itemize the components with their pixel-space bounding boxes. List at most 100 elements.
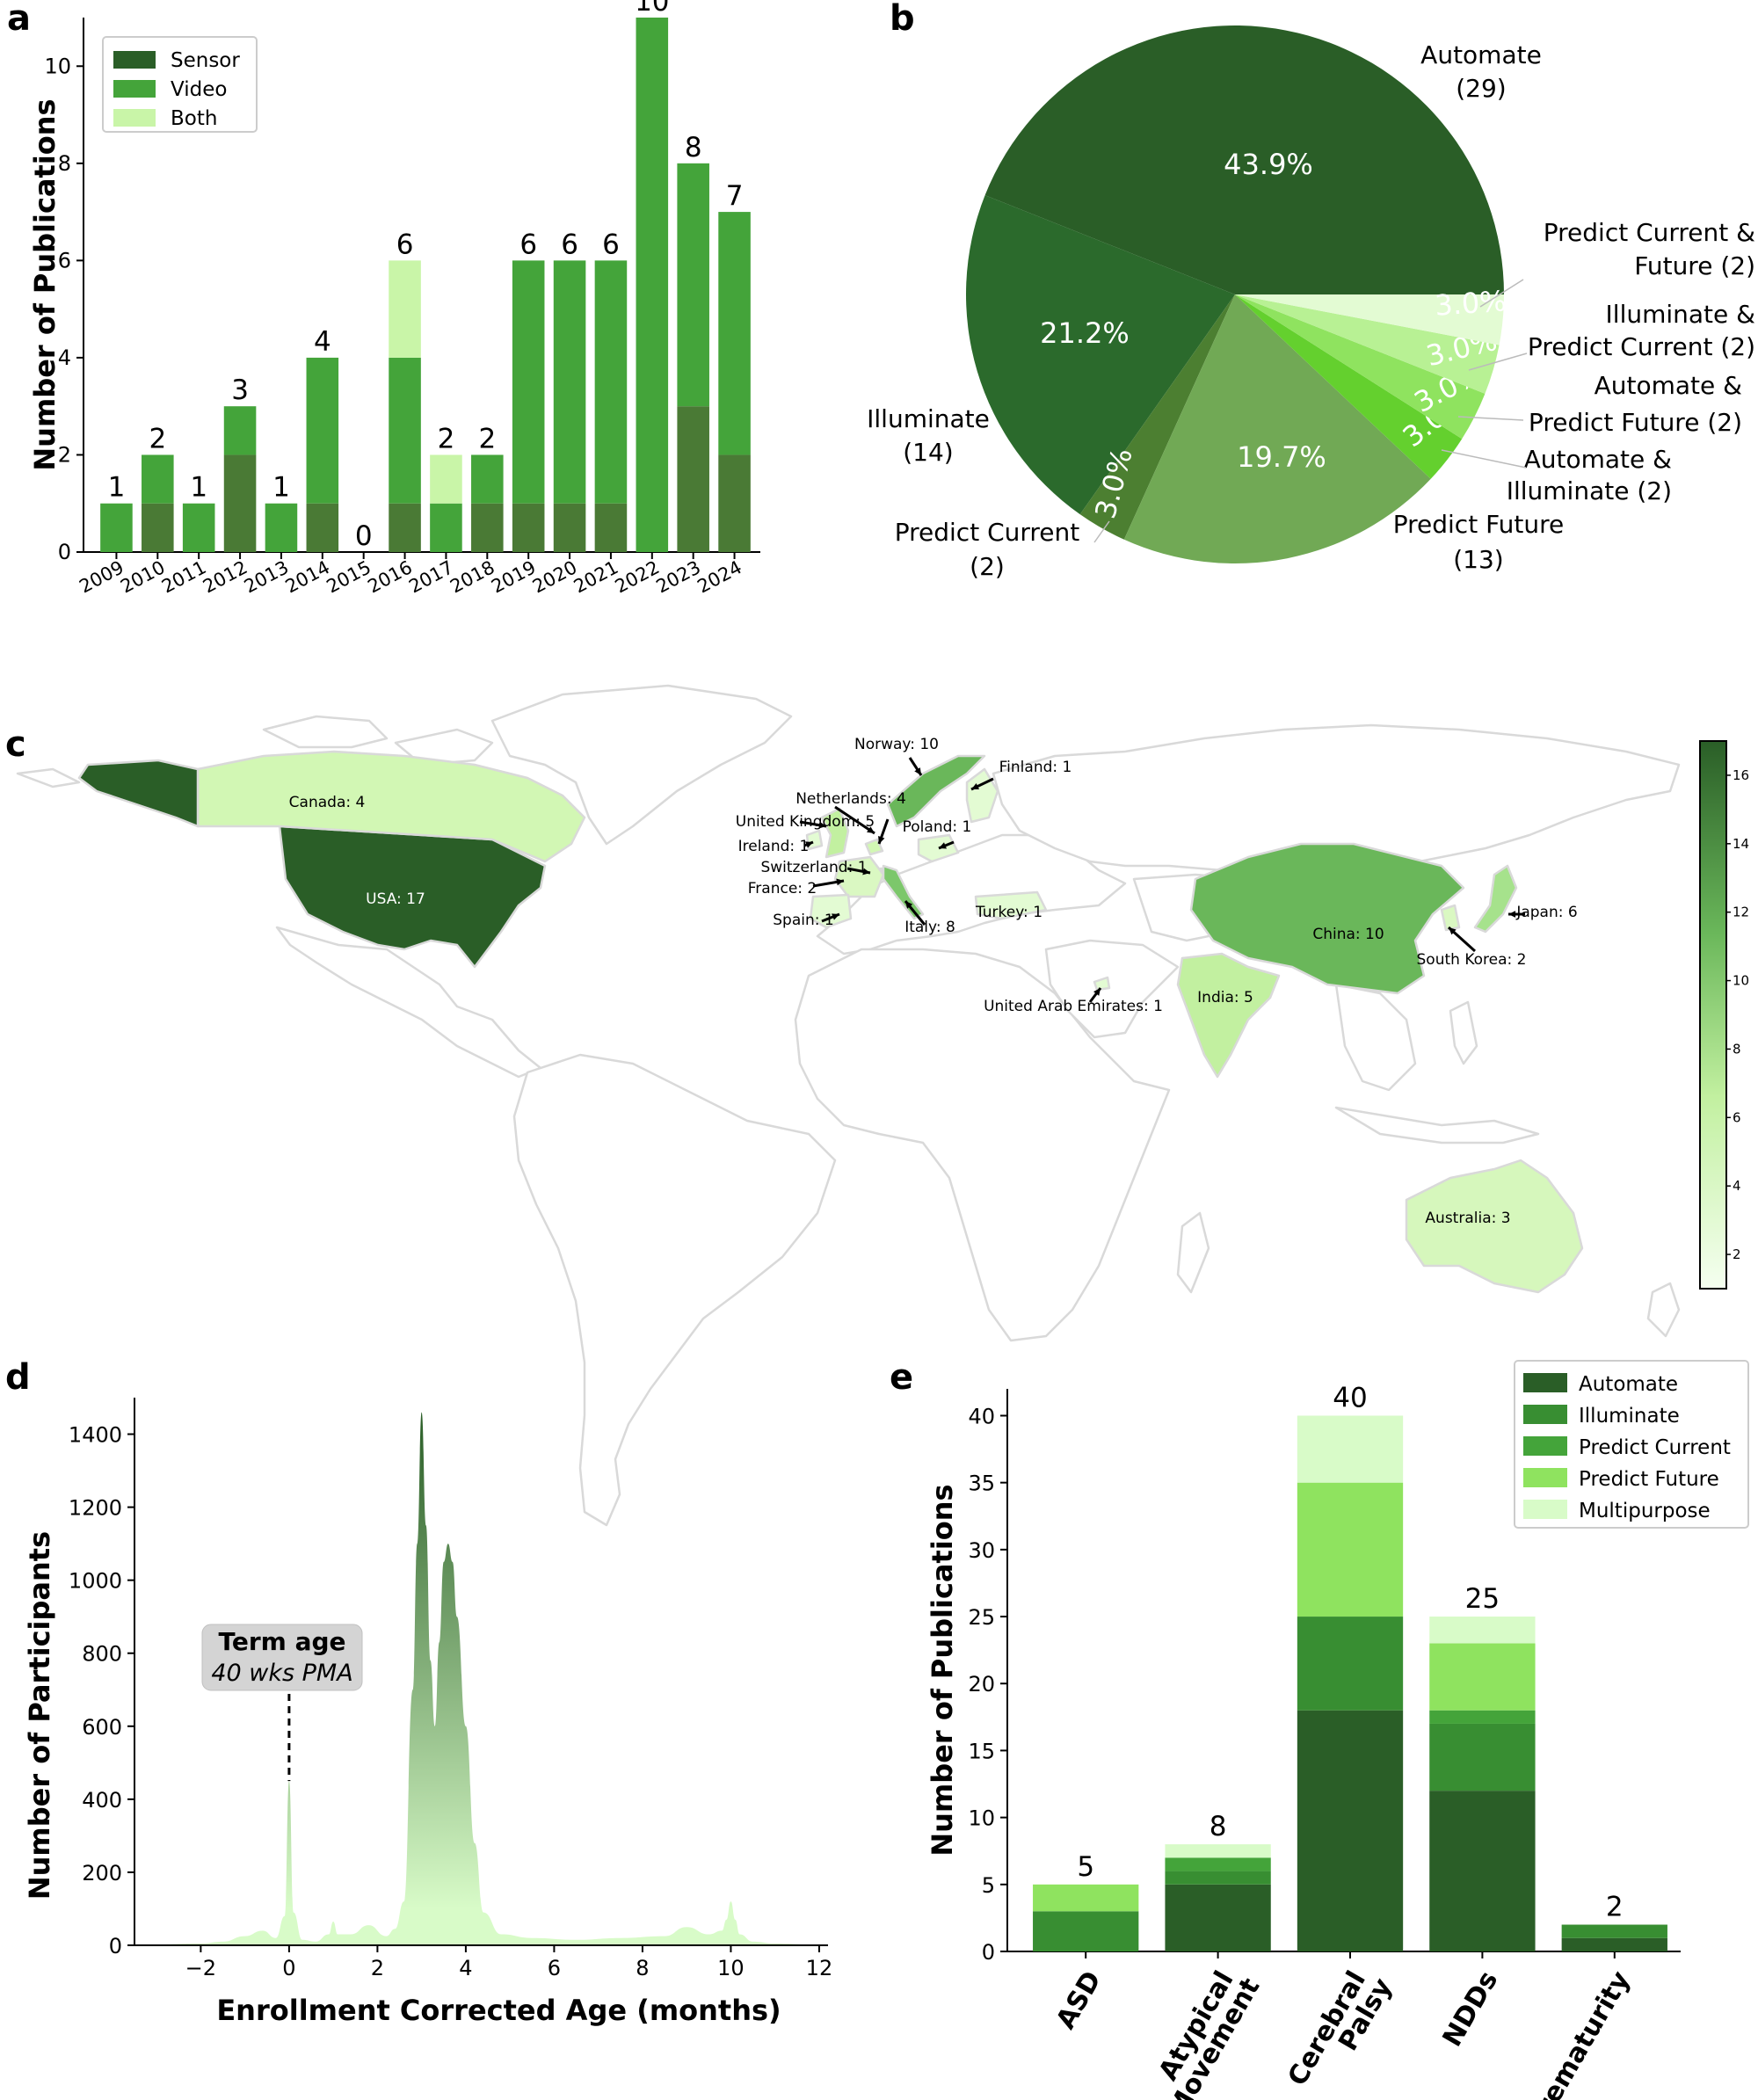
a-bar-total: 0 <box>355 520 373 552</box>
d-ytick-label: 200 <box>82 1861 122 1886</box>
map-colorbar: 2 4 6 8 10 12 14 16 <box>1699 740 1749 1290</box>
a-legend-swatch <box>113 51 156 69</box>
map-country-australia <box>1405 1159 1584 1294</box>
map-country-label: Netherlands: 4 <box>795 790 906 808</box>
land-new-zealand <box>1646 1282 1681 1338</box>
e-bar-illuminate <box>1297 1617 1404 1711</box>
a-bar-sensor <box>677 406 709 552</box>
colorbar-tick-label: 12 <box>1733 905 1749 920</box>
e-bar-illuminate <box>1165 1871 1271 1885</box>
b-pie-slice <box>1235 294 1486 440</box>
map-country-usa-alaska <box>77 759 200 828</box>
e-ytick-label: 0 <box>982 1940 995 1965</box>
land-africa <box>794 948 1171 1342</box>
d-xtick-label: 12 <box>806 1956 833 1980</box>
b-slice-label: Predict Future <box>1393 510 1565 539</box>
a-bar-sensor <box>306 503 339 552</box>
d-annotation-subtitle: 40 wks PMA <box>211 1660 352 1687</box>
e-legend-swatch <box>1523 1468 1567 1487</box>
b-slice-label: Predict Current & <box>1544 218 1755 247</box>
a-bar-total: 6 <box>602 229 620 260</box>
map-country-poland <box>917 833 960 863</box>
e-xtick-label: ASD <box>1050 1966 1108 2035</box>
b-slice-label: Predict Current (2) <box>1528 332 1755 361</box>
d-xtick-label: 0 <box>282 1956 295 1980</box>
map-arrow-head <box>971 782 979 790</box>
b-slice-percent: 43.9% <box>1224 148 1313 181</box>
a-bar-total: 6 <box>519 229 537 260</box>
e-bar-total: 2 <box>1606 1892 1624 1923</box>
e-bar-automate <box>1429 1791 1536 1951</box>
map-arrow-head <box>832 913 839 920</box>
d-xtick-label: 4 <box>459 1956 472 1980</box>
b-leader-line <box>1093 520 1110 543</box>
e-legend-swatch <box>1523 1436 1567 1456</box>
a-bar-total: 6 <box>561 229 578 260</box>
b-pie-slice <box>1235 294 1500 394</box>
map-arrow-head <box>867 826 875 833</box>
map-arrow-head <box>1449 927 1457 935</box>
b-slice-label: Future (2) <box>1634 251 1755 280</box>
a-bar-video <box>223 406 257 455</box>
b-slice-label: Automate & <box>1595 371 1742 400</box>
map-country-label: Poland: 1 <box>903 818 972 836</box>
e-ytick-label: 30 <box>968 1538 995 1563</box>
a-bar-video <box>512 260 545 504</box>
b-leader-line <box>1441 449 1527 469</box>
a-ytick-label: 8 <box>58 151 71 176</box>
e-bar-predict-future <box>1429 1643 1536 1711</box>
map-country-china <box>1189 842 1465 995</box>
b-leader-line <box>1457 416 1524 421</box>
map-arrow-head <box>805 841 813 848</box>
a-bar-sensor <box>223 454 257 552</box>
map-country-label: Canada: 4 <box>289 794 366 811</box>
e-ytick-label: 15 <box>968 1739 995 1763</box>
e-bar-predict-future <box>1033 1884 1139 1912</box>
map-background-land <box>16 684 1681 1527</box>
map-country-canada <box>196 750 586 863</box>
land-europe <box>816 833 1127 956</box>
a-bar-sensor <box>471 503 504 552</box>
a-legend-label: Sensor <box>171 49 240 72</box>
map-country-label: Australia: 3 <box>1425 1210 1510 1227</box>
map-country-label: Turkey: 1 <box>975 904 1042 921</box>
e-legend-swatch <box>1523 1405 1567 1424</box>
panel-letter-b: b <box>890 0 915 39</box>
a-legend-swatch <box>113 109 156 127</box>
a-bar-video <box>594 260 628 504</box>
e-xtick-label: NDDs <box>1437 1966 1505 2053</box>
colorbar-tick-label: 2 <box>1733 1246 1741 1262</box>
d-xtick-label: 8 <box>636 1956 649 1980</box>
a-legend-label: Video <box>171 78 227 101</box>
e-bar-illuminate <box>1429 1723 1536 1791</box>
e-ytick-label: 20 <box>968 1672 995 1697</box>
land-mexico <box>275 926 542 1079</box>
panel-e-bar-chart: 05101520253035405ASD8AtypicalMovement40C… <box>926 1360 1749 2100</box>
d-annotation-box <box>201 1624 363 1691</box>
a-xtick-label: 2024 <box>694 556 745 597</box>
map-country-india <box>1176 952 1281 1079</box>
land-arctic-islands <box>262 715 389 749</box>
e-legend: Automate Illuminate Predict Current Predict… <box>1514 1360 1749 1529</box>
b-pie-slice <box>1235 294 1504 345</box>
a-bar-total: 1 <box>108 472 126 504</box>
a-bar-total: 7 <box>726 180 744 212</box>
colorbar-tick-label: 16 <box>1733 767 1749 783</box>
e-bar-predict-current <box>1165 1857 1271 1871</box>
a-bar-sensor <box>389 503 421 552</box>
panel-letter-e: e <box>890 1357 913 1398</box>
d-ytick-label: 1400 <box>69 1423 122 1448</box>
a-bar-total: 2 <box>438 423 455 454</box>
land-russia <box>992 723 1681 876</box>
colorbar-tick-label: 10 <box>1733 973 1749 989</box>
a-bar-sensor <box>553 503 586 552</box>
e-legend-label: Predict Current <box>1579 1436 1731 1459</box>
d-ytick-label: 0 <box>109 1934 122 1958</box>
map-country-label: Spain: 1 <box>773 912 833 929</box>
panel-d-area-chart: 0 200 400 600 800 1000 1200 1400 −2 0 2 4 6 8 10 12 Enro… <box>23 1398 832 2027</box>
a-bar-video <box>430 503 462 552</box>
map-country-label: Japan: 6 <box>1515 904 1577 921</box>
b-slice-label: Predict Current <box>895 518 1080 547</box>
b-pie-slice <box>966 195 1235 515</box>
panel-b-pie-chart: 43.9% Automate (29) 21.2% Illuminate (14) 3.0%… <box>867 25 1755 581</box>
